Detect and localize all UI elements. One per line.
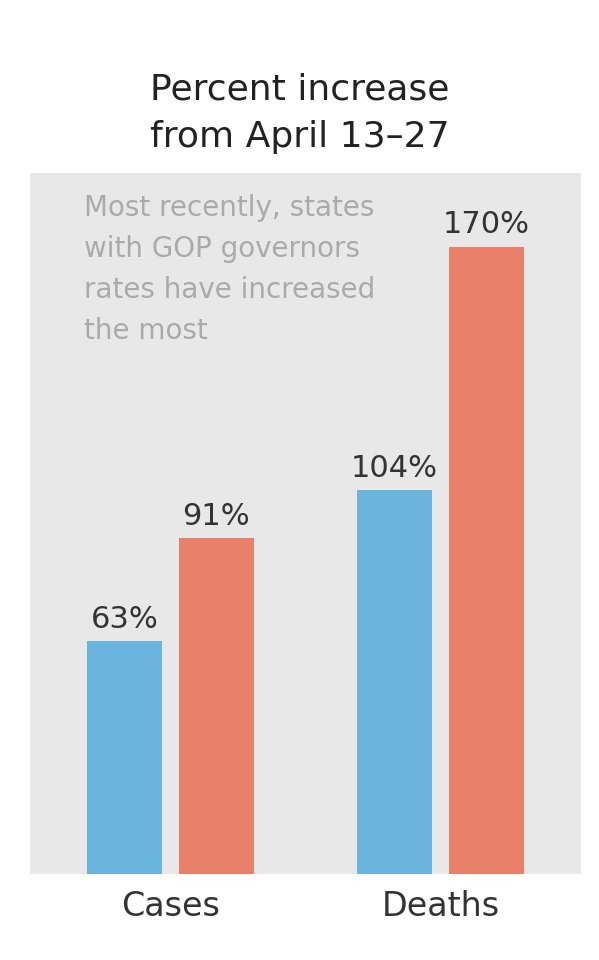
Bar: [179, 538, 254, 874]
Text: 170%: 170%: [443, 210, 530, 239]
Text: Most recently, states
with GOP governors
rates have increased
the most: Most recently, states with GOP governors…: [84, 194, 375, 346]
Bar: [449, 247, 524, 874]
Text: 63%: 63%: [90, 605, 158, 634]
Bar: [87, 641, 162, 874]
Bar: [357, 490, 432, 874]
Text: 104%: 104%: [351, 454, 438, 483]
Text: 91%: 91%: [183, 501, 250, 531]
Text: Percent increase
from April 13–27: Percent increase from April 13–27: [150, 72, 449, 154]
